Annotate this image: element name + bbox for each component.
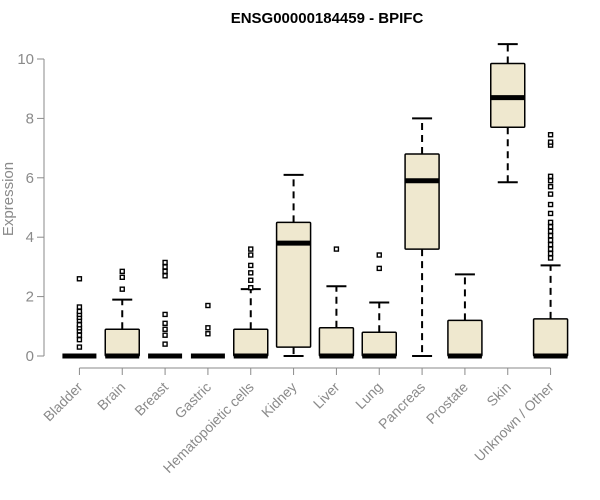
box-lung xyxy=(361,252,397,359)
y-tick-label: 6 xyxy=(26,170,34,187)
x-tick-label: Skin xyxy=(483,379,514,410)
boxes-group xyxy=(62,43,569,359)
box-gastric xyxy=(190,302,225,359)
outlier-point xyxy=(547,184,554,190)
outlier-point xyxy=(248,246,254,252)
x-tick-label: Brain xyxy=(94,379,128,413)
box-rect xyxy=(404,153,440,250)
outlier-point xyxy=(205,302,211,309)
box-rect xyxy=(318,327,355,357)
outlier-point xyxy=(76,322,83,328)
outlier-point xyxy=(248,262,254,269)
box-unknown-other xyxy=(532,132,569,359)
y-axis-label: Expression xyxy=(0,162,17,236)
box-pancreas xyxy=(404,117,440,357)
outlier-point xyxy=(547,139,554,145)
box-skin xyxy=(490,43,526,184)
outlier-point xyxy=(76,304,83,310)
box-brain xyxy=(104,268,140,359)
x-tick-label: Gastric xyxy=(171,379,214,422)
outlier-point xyxy=(547,250,554,257)
chart-title: ENSG00000184459 - BPIFC xyxy=(231,10,424,27)
box-bladder xyxy=(62,276,97,359)
outlier-point xyxy=(76,276,83,282)
x-tick-label: Breast xyxy=(131,379,171,419)
outlier-point xyxy=(162,264,168,270)
outlier-point xyxy=(119,268,125,275)
outlier-point xyxy=(547,173,554,180)
x-tick-label: Prostate xyxy=(423,379,471,427)
y-tick-label: 2 xyxy=(26,289,34,306)
outlier-point xyxy=(162,320,168,327)
outlier-point xyxy=(162,268,168,275)
outlier-point xyxy=(119,274,125,280)
box-rect xyxy=(104,328,140,357)
box-hematopoietic-cells xyxy=(233,246,269,359)
outlier-point xyxy=(547,201,554,208)
box-prostate xyxy=(447,273,483,359)
box-liver xyxy=(318,246,355,359)
box-rect xyxy=(532,318,569,357)
x-tick-label: Pancreas xyxy=(375,379,428,432)
outlier-point xyxy=(547,210,554,217)
y-tick-label: 10 xyxy=(17,51,34,68)
outlier-point xyxy=(205,331,211,337)
outlier-point xyxy=(248,252,254,258)
box-rect xyxy=(233,328,269,357)
x-tick-label: Liver xyxy=(310,379,343,412)
outlier-point xyxy=(76,344,83,350)
outlier-point xyxy=(162,273,168,279)
outlier-point xyxy=(547,219,554,226)
outlier-point xyxy=(547,237,554,243)
outlier-point xyxy=(248,270,254,276)
outlier-point xyxy=(162,341,168,347)
outlier-point xyxy=(333,246,340,252)
outlier-point xyxy=(547,132,554,138)
outlier-point xyxy=(547,228,554,234)
outlier-point xyxy=(547,191,554,197)
y-axis: 0 2 4 6 8 10 xyxy=(17,51,45,365)
outlier-point xyxy=(376,252,382,258)
outlier-point xyxy=(76,308,83,315)
outlier-point xyxy=(76,336,83,343)
outlier-point xyxy=(248,277,254,283)
x-tick-label: Bladder xyxy=(40,379,86,425)
x-tick-label: Kidney xyxy=(258,379,300,421)
box-rect xyxy=(275,221,312,348)
outlier-point xyxy=(547,255,554,261)
outlier-point xyxy=(248,284,254,291)
outlier-point xyxy=(205,325,211,331)
box-kidney xyxy=(275,173,312,357)
outlier-point xyxy=(547,246,554,252)
outlier-point xyxy=(547,178,554,184)
outlier-point xyxy=(162,311,168,318)
outlier-point xyxy=(376,265,382,272)
box-rect xyxy=(447,319,483,357)
outlier-point xyxy=(162,332,168,338)
outlier-point xyxy=(547,224,554,230)
x-tick-label: Unknown / Other xyxy=(471,379,557,465)
outlier-point xyxy=(162,259,168,266)
outlier-point xyxy=(547,233,554,239)
y-tick-label: 0 xyxy=(26,348,34,365)
y-tick-label: 4 xyxy=(26,229,34,246)
outlier-point xyxy=(119,286,125,292)
box-breast xyxy=(148,259,183,359)
x-tick-label: Lung xyxy=(352,379,385,412)
outlier-point xyxy=(76,332,83,338)
y-tick-label: 8 xyxy=(26,110,34,127)
outlier-point xyxy=(162,326,168,332)
box-rect xyxy=(361,331,397,357)
outlier-point xyxy=(547,241,554,248)
